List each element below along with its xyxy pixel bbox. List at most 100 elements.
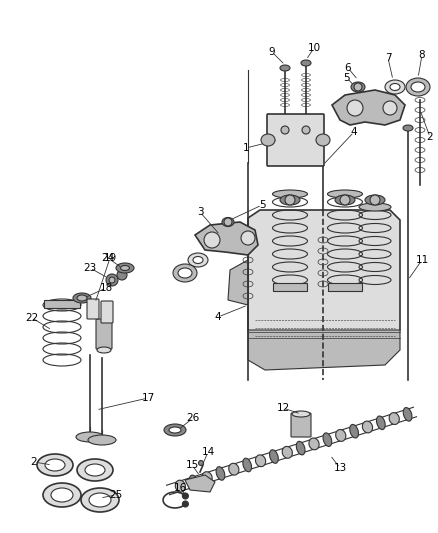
Circle shape xyxy=(204,232,220,248)
Circle shape xyxy=(340,195,350,205)
Text: 16: 16 xyxy=(173,483,187,493)
Ellipse shape xyxy=(175,480,185,492)
Text: 10: 10 xyxy=(307,43,321,53)
Ellipse shape xyxy=(350,424,358,438)
Text: 13: 13 xyxy=(333,463,346,473)
Circle shape xyxy=(224,218,232,226)
Ellipse shape xyxy=(243,458,251,472)
Text: 3: 3 xyxy=(197,207,203,217)
Text: 24: 24 xyxy=(101,253,115,263)
Ellipse shape xyxy=(280,65,290,71)
Polygon shape xyxy=(248,330,400,370)
Circle shape xyxy=(383,101,397,115)
Ellipse shape xyxy=(229,463,239,475)
Ellipse shape xyxy=(296,441,305,455)
Bar xyxy=(328,283,362,291)
Text: 8: 8 xyxy=(419,50,425,60)
Ellipse shape xyxy=(88,435,116,445)
Ellipse shape xyxy=(301,60,311,66)
Text: 4: 4 xyxy=(215,312,221,322)
Text: 7: 7 xyxy=(385,53,391,63)
Ellipse shape xyxy=(403,125,413,131)
Ellipse shape xyxy=(81,488,119,512)
Ellipse shape xyxy=(411,82,425,92)
Bar xyxy=(44,300,80,308)
FancyBboxPatch shape xyxy=(267,114,324,166)
Text: 1: 1 xyxy=(243,143,249,153)
Ellipse shape xyxy=(309,438,319,450)
Circle shape xyxy=(241,231,255,245)
Text: 5: 5 xyxy=(344,73,350,83)
Ellipse shape xyxy=(292,411,310,417)
Text: 5: 5 xyxy=(259,200,265,210)
Ellipse shape xyxy=(362,421,373,433)
Ellipse shape xyxy=(335,195,355,205)
Text: 19: 19 xyxy=(103,253,117,263)
Circle shape xyxy=(182,501,188,507)
Ellipse shape xyxy=(316,134,330,146)
Ellipse shape xyxy=(76,432,104,442)
Circle shape xyxy=(198,461,204,465)
Text: 17: 17 xyxy=(141,393,155,403)
Text: 9: 9 xyxy=(268,47,276,57)
Ellipse shape xyxy=(323,433,332,447)
Ellipse shape xyxy=(193,256,203,263)
Text: 23: 23 xyxy=(83,263,97,273)
Ellipse shape xyxy=(272,190,307,198)
Ellipse shape xyxy=(389,413,399,424)
Ellipse shape xyxy=(173,264,197,282)
Ellipse shape xyxy=(116,263,134,273)
Ellipse shape xyxy=(377,416,385,430)
Ellipse shape xyxy=(261,134,275,146)
Ellipse shape xyxy=(216,467,225,480)
Polygon shape xyxy=(195,222,258,255)
Text: 2: 2 xyxy=(31,457,37,467)
Text: 22: 22 xyxy=(25,313,39,323)
Ellipse shape xyxy=(365,195,385,205)
Ellipse shape xyxy=(390,84,400,91)
Ellipse shape xyxy=(403,408,412,421)
Ellipse shape xyxy=(351,82,365,92)
Ellipse shape xyxy=(77,295,87,301)
Circle shape xyxy=(285,195,295,205)
Ellipse shape xyxy=(385,80,405,94)
Circle shape xyxy=(281,126,289,134)
FancyBboxPatch shape xyxy=(87,299,99,319)
Ellipse shape xyxy=(45,459,65,471)
Text: 6: 6 xyxy=(345,63,351,73)
Polygon shape xyxy=(248,210,400,340)
Circle shape xyxy=(117,270,127,280)
Text: 4: 4 xyxy=(351,127,357,137)
Circle shape xyxy=(182,493,188,499)
Ellipse shape xyxy=(282,447,293,458)
Circle shape xyxy=(354,83,362,91)
Ellipse shape xyxy=(255,455,266,467)
FancyBboxPatch shape xyxy=(291,413,311,437)
Ellipse shape xyxy=(328,190,363,198)
Circle shape xyxy=(370,195,380,205)
Ellipse shape xyxy=(43,483,81,507)
Ellipse shape xyxy=(169,427,181,433)
Text: 15: 15 xyxy=(185,460,198,470)
Ellipse shape xyxy=(97,347,111,353)
Circle shape xyxy=(106,274,118,286)
Ellipse shape xyxy=(280,195,300,205)
Polygon shape xyxy=(185,475,215,492)
Ellipse shape xyxy=(120,265,130,271)
Ellipse shape xyxy=(359,203,391,211)
Circle shape xyxy=(347,100,363,116)
Polygon shape xyxy=(228,260,248,305)
Ellipse shape xyxy=(269,450,278,463)
Text: 12: 12 xyxy=(276,403,290,413)
Ellipse shape xyxy=(406,78,430,96)
Ellipse shape xyxy=(85,464,105,476)
Text: 25: 25 xyxy=(110,490,123,500)
Bar xyxy=(273,283,307,291)
Ellipse shape xyxy=(77,459,113,481)
Ellipse shape xyxy=(188,253,208,267)
Ellipse shape xyxy=(178,268,192,278)
Ellipse shape xyxy=(222,217,234,227)
Ellipse shape xyxy=(51,488,73,502)
Polygon shape xyxy=(332,90,405,125)
Circle shape xyxy=(109,277,115,283)
